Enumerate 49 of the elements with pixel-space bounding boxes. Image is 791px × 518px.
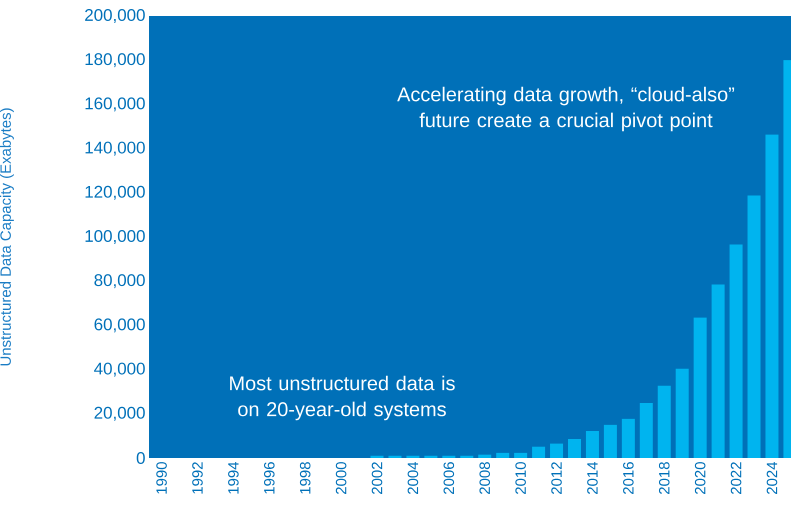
x-tick-label: 2010 <box>515 462 526 494</box>
bar <box>676 368 689 458</box>
y-tick-label: 180,000 <box>86 53 145 68</box>
bar <box>514 452 528 458</box>
bar <box>550 444 564 458</box>
x-tick-label: 2014 <box>587 462 598 494</box>
bar <box>765 134 778 458</box>
bar <box>658 386 671 458</box>
x-tick-label: 2002 <box>372 462 382 494</box>
bar <box>712 284 725 458</box>
y-tick-label: 120,000 <box>86 186 145 200</box>
bar <box>730 244 743 458</box>
annotation: Accelerating data growth, “cloud-also” future create a crucial pivot point <box>397 86 734 132</box>
x-tick-label: 2008 <box>479 462 490 494</box>
y-tick-label: 160,000 <box>86 97 145 112</box>
bar <box>532 446 546 458</box>
y-axis-title: Unstructured Data Capacity (Exabytes) <box>0 108 14 366</box>
bar <box>478 454 492 458</box>
y-tick-label: 140,000 <box>86 142 145 156</box>
y-tick-label: 0 <box>136 452 145 464</box>
y-tick-label: 80,000 <box>94 274 145 288</box>
x-tick-label: 2004 <box>408 462 418 494</box>
x-tick-label: 2020 <box>694 462 706 494</box>
y-tick-label: 60,000 <box>94 318 145 332</box>
x-tick-label: 2012 <box>551 462 562 494</box>
x-tick-label: 2000 <box>336 462 346 494</box>
x-tick-label: 1998 <box>300 462 310 494</box>
bar <box>496 452 510 458</box>
bar <box>604 424 617 458</box>
bar <box>568 438 581 458</box>
bar <box>586 431 599 458</box>
x-tick-label: 2024 <box>766 462 778 494</box>
bar <box>622 418 635 458</box>
x-tick-label: 1996 <box>264 462 275 494</box>
y-tick-label: 200,000 <box>85 8 145 23</box>
bar <box>694 318 707 458</box>
x-tick-label: 2022 <box>730 462 742 494</box>
y-tick-label: 40,000 <box>94 362 145 377</box>
bar <box>748 195 761 458</box>
x-tick-label: 1994 <box>228 462 239 494</box>
y-tick-label: 100,000 <box>86 230 145 244</box>
annotation: Most unstructured data is on 20-year-old systems <box>230 376 455 420</box>
y-tick-label: 20,000 <box>94 406 145 421</box>
x-tick-label: 2018 <box>658 462 670 494</box>
x-tick-label: 2016 <box>623 462 634 494</box>
x-tick-label: 2006 <box>444 462 454 494</box>
x-tick-label: 1992 <box>192 462 203 494</box>
bar <box>640 402 653 458</box>
x-tick-label: 1990 <box>156 462 167 494</box>
